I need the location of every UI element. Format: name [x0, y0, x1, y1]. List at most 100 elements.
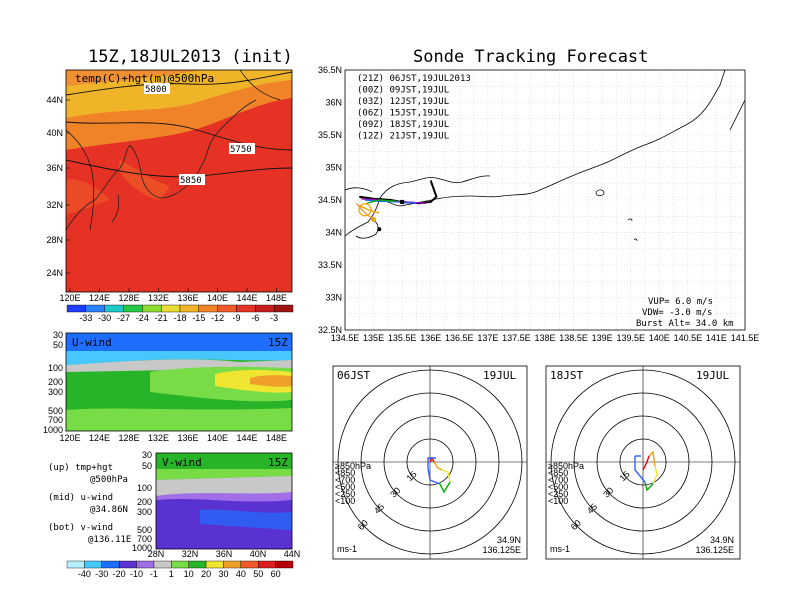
hodograph-time: 06JST — [337, 369, 370, 382]
track-legend: (21Z) 06JST,19JUL2013(00Z) 09JST,19JUL(0… — [357, 74, 471, 142]
colorbar-label: -10 — [130, 569, 143, 579]
lat-tick-label: 32.5N — [318, 325, 342, 335]
temp-map-label: temp(C)+hgt(m)@500hPa — [75, 72, 214, 85]
colorbar-swatch — [85, 304, 105, 313]
uwind-frame — [65, 332, 293, 432]
colorbar-swatch — [66, 560, 85, 569]
colorbar-swatch — [136, 560, 155, 569]
coast-china — [66, 144, 131, 231]
vwind-time: 15Z — [268, 456, 288, 469]
colorbar-label: -15 — [192, 313, 205, 323]
vwind-strat — [156, 453, 292, 469]
colorbar-swatch — [273, 304, 294, 313]
lon-tick-label: 136E — [420, 333, 441, 343]
lat-tick-label: 34.5N — [318, 195, 342, 205]
hodograph-ring-label: 45 — [585, 502, 599, 516]
coast-west — [345, 187, 373, 193]
lon-tick-label: 140E — [207, 293, 228, 303]
hodograph-trace — [427, 467, 441, 485]
lon-tick-label: 139E — [592, 333, 613, 343]
param-vup: VUP= 6.0 m/s — [648, 297, 713, 307]
lon-tick-label: 124E — [89, 433, 110, 443]
note-bot-lon: @136.11E — [88, 535, 131, 545]
hodograph-trace — [433, 461, 443, 471]
legend-entry: (09Z) 18JST,19JUL — [357, 120, 449, 130]
temp-map-lon-ticks: 120E 124E 128E 132E 136E 140E 144E 148E — [59, 288, 287, 303]
hodograph-ring-label: 45 — [372, 502, 386, 516]
lon-tick-label: 120E — [59, 293, 80, 303]
colorbar-swatch — [84, 560, 102, 569]
lon-tick-label: 137E — [477, 333, 498, 343]
hodograph-level: <850 — [548, 468, 568, 478]
pressure-tick-label: 100 — [137, 483, 152, 493]
pressure-tick-label: 30 — [53, 330, 63, 340]
lat-tick-label: 36N — [325, 98, 342, 108]
hodograph-lon: 136.125E — [695, 545, 734, 555]
hodograph-unit: ms-1 — [550, 544, 570, 554]
track-series-line — [358, 204, 380, 214]
coast-hokkaido — [231, 99, 257, 119]
colorbar-swatch — [101, 560, 120, 569]
colorbar-swatch — [217, 304, 237, 313]
param-burst: Burst Alt= 34.0 km — [636, 319, 734, 329]
note-mid: (mid) u-wind — [48, 493, 113, 503]
colorbar-swatch — [160, 304, 181, 313]
lat-tick-label: 35.5N — [318, 130, 342, 140]
contour-5800 — [66, 71, 292, 96]
lon-tick-label: 140E — [649, 333, 670, 343]
track-series-line — [364, 199, 417, 204]
hodograph-trace — [634, 456, 646, 483]
colorbar-label: -12 — [211, 313, 224, 323]
pressure-tick-label: 200 — [137, 497, 152, 507]
legend-entry: (00Z) 09JST,19JUL — [357, 86, 449, 96]
note-mid-lat: @34.86N — [90, 505, 128, 515]
colorbar-swatch — [179, 304, 200, 313]
launch-marker — [358, 203, 372, 217]
colorbar-swatch — [205, 560, 224, 569]
contour-label-5800: 5800 — [145, 85, 167, 95]
landing-marker — [400, 199, 405, 204]
track-lat-ticks: 36.5N 36N 35.5N 35N 34.5N 34N 33.5N 33N 32.5N — [318, 65, 342, 335]
island-1 — [595, 189, 605, 197]
lon-tick-label: 136E — [177, 293, 198, 303]
hodograph-level: <250 — [335, 489, 355, 499]
pressure-tick-label: 30 — [142, 450, 152, 460]
colorbar-swatch — [104, 304, 124, 313]
contour-label-5750: 5750 — [230, 145, 252, 155]
hodograph-time: 18JST — [550, 369, 583, 382]
contour-5750-line — [66, 121, 292, 151]
contour-west — [66, 129, 95, 231]
vwind-grey — [156, 476, 292, 496]
pressure-tick-label: 500 — [137, 525, 152, 535]
hodograph-trace — [439, 481, 451, 494]
coast-east — [729, 99, 745, 131]
colorbar-swatch — [236, 304, 256, 313]
note-bot: (bot) v-wind — [48, 523, 113, 533]
vwind-label: V-wind — [162, 456, 202, 469]
hodograph-level: <100 — [548, 496, 568, 506]
lon-tick-label: 141E — [706, 333, 727, 343]
colorbar-swatch — [66, 304, 87, 313]
pressure-tick-label: 200 — [48, 377, 63, 387]
hodograph-level: <250 — [548, 489, 568, 499]
colorbar-label: -40 — [78, 569, 91, 579]
pressure-tick-label: 50 — [53, 340, 63, 350]
hodograph-level: <500 — [548, 482, 568, 492]
lon-tick-label: 134.5E — [331, 333, 360, 343]
lat-tick-label: 33.5N — [318, 260, 342, 270]
colorbar-label: 40 — [236, 569, 246, 579]
lon-tick-label: 135.5E — [388, 333, 417, 343]
colorbar-label: 30 — [218, 569, 228, 579]
hodograph-lat: 34.9N — [710, 535, 734, 545]
lat-tick-label: 33N — [325, 293, 342, 303]
notes: (up) tmp+hgt @500hPa (mid) u-wind @34.86… — [48, 463, 131, 545]
note-up: (up) tmp+hgt — [48, 463, 113, 473]
colorbar-label: -18 — [173, 313, 186, 323]
hodograph-trace — [652, 465, 658, 485]
temp-map-panel: 5800 5750 5850 temp(C)+hgt(m)@500hPa 44N… — [46, 69, 294, 323]
colorbar-swatch — [118, 560, 137, 569]
lon-tick-label: 128E — [118, 293, 139, 303]
hodograph-level: <500 — [335, 482, 355, 492]
